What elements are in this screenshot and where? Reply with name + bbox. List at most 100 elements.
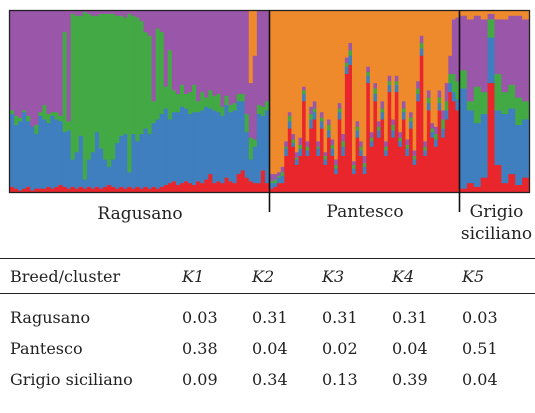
bar-segment-pantesco-15-k5 <box>319 10 324 113</box>
table-header-row: Breed/cluster K1 K2 K3 K4 K5 <box>0 258 535 294</box>
bar-segment-pantesco-28-k4 <box>366 66 371 73</box>
bar-segment-pantesco-38-k3 <box>401 108 406 113</box>
bar-segment-pantesco-23-k1 <box>348 64 353 193</box>
bar-segment-ragusano-53-k4 <box>220 10 225 107</box>
bar-segment-ragusano-6-k4 <box>30 10 35 127</box>
bar-segment-ragusano-47-k4 <box>196 10 201 102</box>
bar-segment-pantesco-39-k2 <box>405 148 410 156</box>
bar-segment-pantesco-43-k2 <box>419 48 424 56</box>
bar-segment-ragusano-27-k2 <box>115 142 120 189</box>
bar-segment-ragusano-42-k2 <box>175 111 181 186</box>
bar-segment-grigio-siciliano-9-k4 <box>515 15 523 98</box>
bar-segment-ragusano-60-k5 <box>248 10 254 84</box>
bar-segment-pantesco-32-k1 <box>380 119 385 193</box>
bar-segment-ragusano-8-k1 <box>38 188 43 193</box>
bar-segment-ragusano-44-k3 <box>184 93 189 109</box>
bar-segment-pantesco-30-k4 <box>373 82 378 89</box>
bar-segment-pantesco-33-k5 <box>384 10 389 142</box>
bar-segment-grigio-siciliano-5-k1 <box>487 82 495 193</box>
bar-segment-ragusano-34-k2 <box>143 128 148 187</box>
bar-segment-pantesco-10-k5 <box>302 10 307 87</box>
bar-segment-pantesco-20-k3 <box>337 108 342 113</box>
bar-segment-grigio-siciliano-7-k2 <box>501 113 509 184</box>
bar-segment-pantesco-6-k5 <box>287 10 292 113</box>
bar-segment-ragusano-31-k4 <box>131 10 136 16</box>
bar-segment-ragusano-25-k3 <box>107 13 112 167</box>
bar-segment-pantesco-53-k1 <box>455 110 460 193</box>
bar-segment-pantesco-23-k3 <box>348 50 353 56</box>
bar-segment-grigio-siciliano-3-k5 <box>473 10 482 16</box>
bar-segment-grigio-siciliano-2-k4 <box>466 19 475 102</box>
bar-segment-grigio-siciliano-1-k2 <box>460 88 468 189</box>
bar-segment-ragusano-20-k4 <box>86 10 92 14</box>
bar-segment-grigio-siciliano-1-k4 <box>460 15 468 71</box>
bar-segment-pantesco-17-k3 <box>327 124 332 131</box>
bar-segment-ragusano-10-k3 <box>46 113 51 124</box>
bar-segment-ragusano-12-k4 <box>54 10 59 113</box>
bar-segment-pantesco-11-k2 <box>305 150 310 156</box>
bar-segment-ragusano-37-k4 <box>155 10 161 29</box>
bar-segment-pantesco-21-k1 <box>341 155 346 193</box>
bar-segment-ragusano-23-k1 <box>99 188 104 193</box>
bar-segment-pantesco-4-k2 <box>280 175 285 184</box>
bar-segment-ragusano-58-k3 <box>240 93 246 102</box>
bar-segment-ragusano-46-k1 <box>192 184 197 193</box>
bar-segment-pantesco-13-k3 <box>312 108 317 113</box>
bar-segment-grigio-siciliano-5-k3 <box>487 19 495 38</box>
bar-segment-pantesco-18-k3 <box>330 144 335 149</box>
bar-segment-pantesco-49-k5 <box>441 10 446 111</box>
bar-segment-pantesco-35-k1 <box>391 137 396 193</box>
bar-segment-ragusano-45-k4 <box>188 10 193 93</box>
bar-segment-ragusano-17-k1 <box>74 188 80 193</box>
bar-segment-pantesco-46-k5 <box>430 10 435 124</box>
bar-segment-ragusano-60-k1 <box>248 181 254 193</box>
bar-segment-pantesco-4-k1 <box>280 182 285 193</box>
bar-segment-ragusano-17-k2 <box>74 151 80 189</box>
bar-segment-pantesco-25-k1 <box>355 137 360 193</box>
bar-segment-ragusano-31-k1 <box>131 188 136 193</box>
cell-value: 0.02 <box>322 339 358 358</box>
bar-segment-pantesco-18-k1 <box>330 155 335 193</box>
bar-segment-ragusano-12-k1 <box>54 186 59 193</box>
bar-segment-ragusano-45-k1 <box>188 182 193 193</box>
bar-segment-ragusano-50-k2 <box>208 108 213 175</box>
bar-segment-grigio-siciliano-9-k2 <box>515 124 523 186</box>
bar-segment-pantesco-21-k2 <box>341 146 346 156</box>
bar-segment-ragusano-28-k1 <box>119 186 124 193</box>
bar-segment-ragusano-32-k2 <box>135 141 140 187</box>
bar-segment-ragusano-61-k3 <box>252 139 258 147</box>
bar-segment-pantesco-40-k1 <box>409 128 414 193</box>
bar-segment-pantesco-7-k2 <box>291 142 296 147</box>
bar-segment-ragusano-24-k1 <box>103 186 108 193</box>
bar-segment-pantesco-46-k2 <box>430 131 435 138</box>
bar-segment-ragusano-24-k2 <box>103 159 108 187</box>
bar-segment-pantesco-43-k5 <box>419 10 424 36</box>
bar-segment-pantesco-8-k3 <box>294 157 299 160</box>
bar-segment-ragusano-17-k4 <box>74 10 80 16</box>
bar-segment-pantesco-36-k4 <box>394 75 399 82</box>
bar-segment-pantesco-7-k5 <box>291 10 296 135</box>
bar-segment-ragusano-62-k1 <box>256 182 262 193</box>
bar-segment-ragusano-25-k2 <box>107 166 112 186</box>
bar-segment-pantesco-35-k5 <box>391 10 396 120</box>
bar-segment-ragusano-37-k1 <box>155 188 161 193</box>
bar-segment-pantesco-16-k2 <box>323 159 328 165</box>
bar-segment-pantesco-29-k4 <box>369 131 374 138</box>
bar-segment-ragusano-15-k4 <box>66 10 72 122</box>
bar-segment-pantesco-47-k3 <box>434 133 439 140</box>
bar-segment-ragusano-13-k2 <box>58 121 64 186</box>
bar-segment-ragusano-51-k1 <box>212 182 217 193</box>
bar-segment-ragusano-5-k2 <box>26 121 31 187</box>
bar-segment-ragusano-49-k4 <box>204 10 209 98</box>
bar-segment-pantesco-32-k5 <box>380 10 385 102</box>
cell-value: 0.51 <box>462 339 498 358</box>
bar-segment-ragusano-56-k1 <box>232 182 238 193</box>
bar-segment-ragusano-26-k1 <box>111 186 116 193</box>
bar-segment-ragusano-7-k4 <box>34 10 39 125</box>
bar-segment-pantesco-21-k3 <box>341 141 346 147</box>
bar-segment-pantesco-36-k3 <box>394 80 399 85</box>
bar-segment-pantesco-11-k5 <box>305 10 310 142</box>
bar-segment-pantesco-34-k1 <box>387 91 392 193</box>
bar-segment-pantesco-11-k4 <box>305 141 310 147</box>
bar-segment-pantesco-51-k2 <box>448 82 453 93</box>
